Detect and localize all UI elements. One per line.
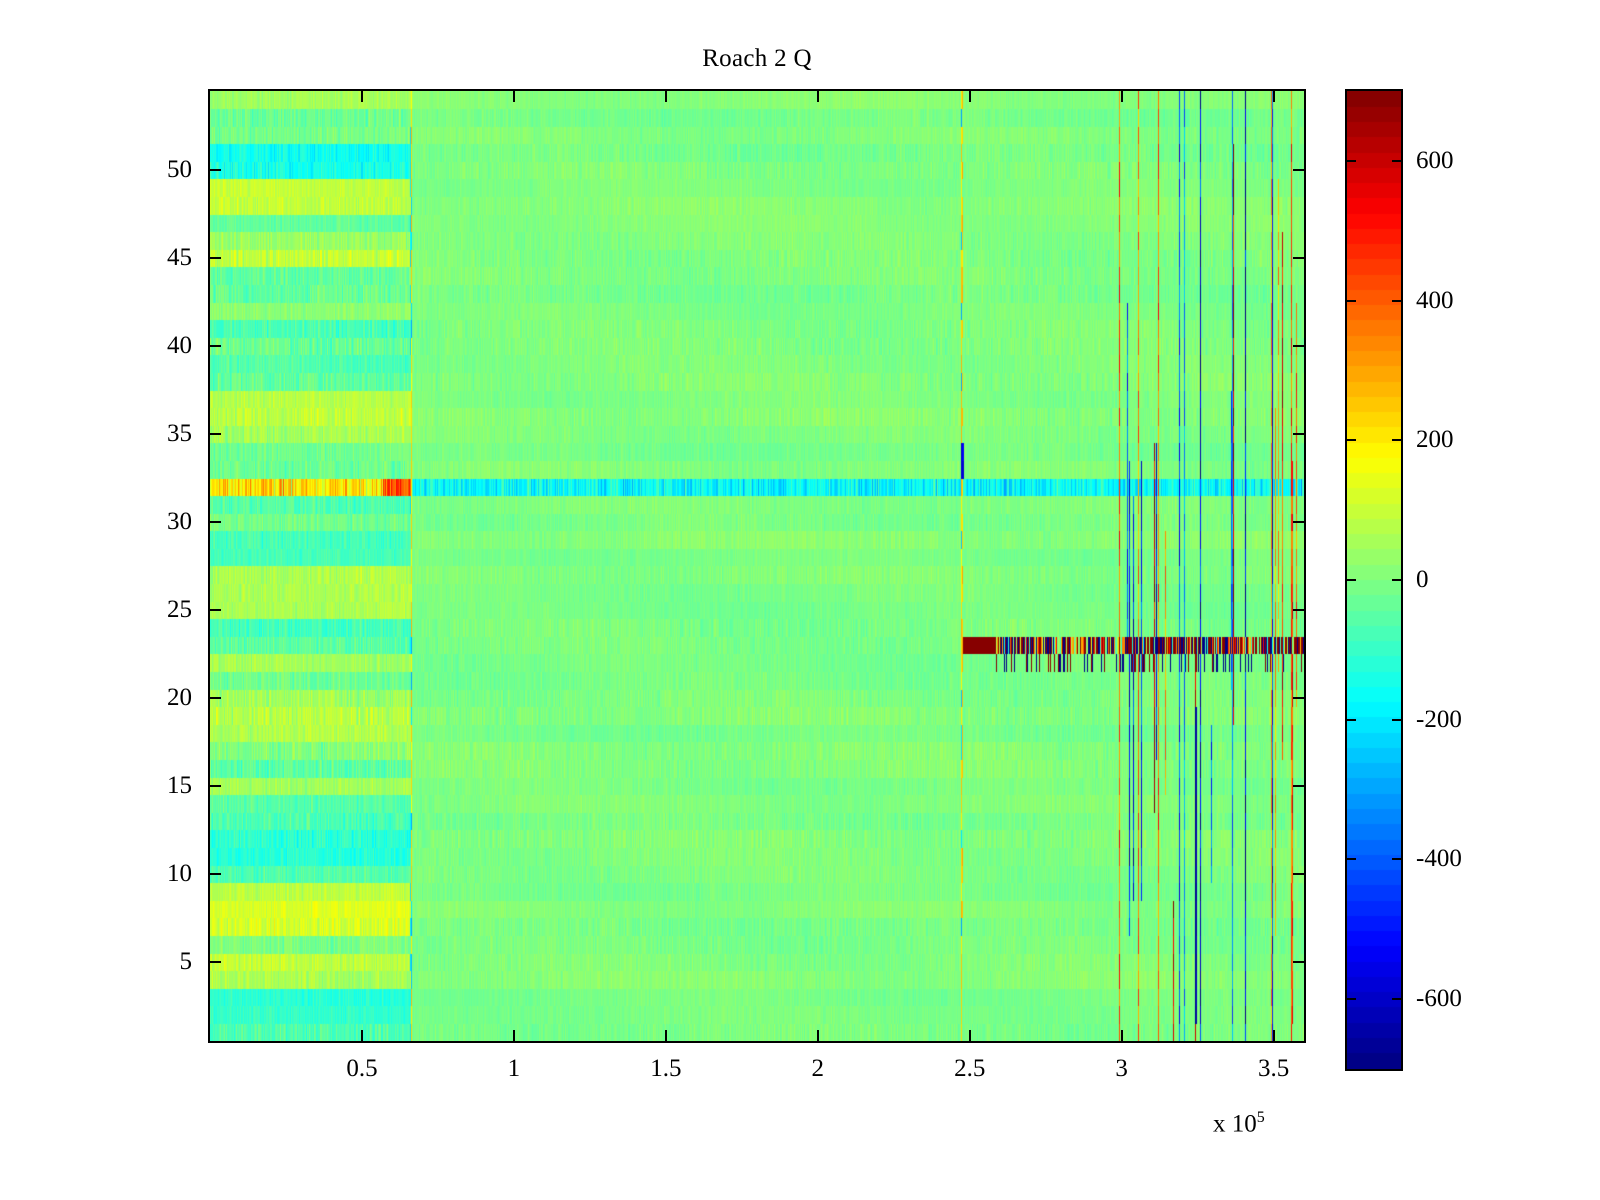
x-axis-tick bbox=[512, 1030, 515, 1041]
heatmap-axes[interactable] bbox=[208, 89, 1306, 1043]
x-axis-tick-label: 2 bbox=[811, 1055, 825, 1082]
x-axis-tick-label: 3 bbox=[1115, 1055, 1128, 1082]
y-axis-tick bbox=[210, 872, 221, 875]
y-axis-tick-right bbox=[1293, 696, 1304, 699]
y-axis-tick bbox=[210, 257, 221, 260]
colorbar-tick bbox=[1392, 299, 1401, 302]
y-axis-tick-right bbox=[1293, 521, 1304, 524]
colorbar-tick-label: 0 bbox=[1416, 566, 1429, 593]
x-axis-tick-label: 2.5 bbox=[954, 1055, 986, 1082]
y-axis-tick-label: 35 bbox=[167, 420, 192, 448]
y-axis-tick bbox=[210, 608, 221, 611]
y-axis-tick bbox=[210, 521, 221, 524]
y-axis-tick-right bbox=[1293, 608, 1304, 611]
y-axis-tick-right bbox=[1293, 872, 1304, 875]
y-axis-tick bbox=[210, 696, 221, 699]
y-axis-tick-label: 45 bbox=[167, 244, 192, 272]
colorbar-tick bbox=[1347, 998, 1356, 1001]
x-axis-tick-top bbox=[1120, 91, 1123, 102]
x-axis-tick bbox=[816, 1030, 819, 1041]
x-axis-tick-top bbox=[1272, 91, 1275, 102]
colorbar-tick-label: -600 bbox=[1416, 985, 1462, 1013]
y-axis-tick-label: 50 bbox=[167, 156, 192, 184]
y-axis-tick bbox=[210, 784, 221, 787]
colorbar-tick bbox=[1392, 159, 1401, 162]
colorbar-tick bbox=[1392, 998, 1401, 1001]
y-axis-tick-label: 25 bbox=[167, 595, 192, 623]
y-axis-tick-right bbox=[1293, 169, 1304, 172]
y-axis-tick bbox=[210, 345, 221, 348]
x-axis-tick bbox=[1272, 1030, 1275, 1041]
colorbar-tick bbox=[1392, 858, 1401, 861]
y-axis-tick bbox=[210, 433, 221, 436]
x-axis-tick-label: 1 bbox=[507, 1055, 521, 1082]
y-axis-tick-right bbox=[1293, 784, 1304, 787]
x-axis-tick-top bbox=[816, 91, 819, 102]
y-axis-tick bbox=[210, 960, 221, 963]
x-axis-tick bbox=[664, 1030, 667, 1041]
colorbar-tick-label: -200 bbox=[1416, 705, 1462, 733]
colorbar-tick-label: 600 bbox=[1416, 146, 1454, 174]
colorbar-tick-label: 400 bbox=[1416, 286, 1454, 314]
y-axis-tick-label: 30 bbox=[167, 508, 192, 536]
x-axis-tick bbox=[968, 1030, 971, 1041]
x-axis-tick bbox=[1120, 1030, 1123, 1041]
colorbar-tick bbox=[1347, 579, 1356, 581]
y-axis-tick-right bbox=[1293, 257, 1304, 260]
y-axis-tick bbox=[210, 169, 221, 172]
y-axis-tick-label: 20 bbox=[167, 683, 192, 711]
colorbar-tick-label: 200 bbox=[1416, 426, 1454, 454]
x-axis-tick bbox=[360, 1030, 363, 1041]
colorbar-tick bbox=[1347, 299, 1356, 302]
colorbar-tick bbox=[1347, 439, 1356, 442]
y-axis-tick-label: 5 bbox=[179, 947, 193, 975]
x-axis-tick-top bbox=[664, 91, 667, 102]
x-axis-tick-label: 0.5 bbox=[346, 1055, 378, 1082]
colorbar-tick bbox=[1392, 718, 1401, 721]
x-axis-tick-top bbox=[512, 91, 515, 102]
x-axis-tick-label: 1.5 bbox=[650, 1055, 682, 1082]
x-axis-tick-label: 3.5 bbox=[1257, 1055, 1290, 1082]
colorbar-tick-label: -400 bbox=[1416, 845, 1462, 873]
colorbar-tick bbox=[1347, 718, 1356, 721]
heatmap-image bbox=[210, 91, 1304, 1041]
page-title: Roach 2 Q bbox=[702, 45, 812, 72]
x-axis-tick-top bbox=[968, 91, 971, 102]
x-axis-tick-top bbox=[360, 91, 363, 102]
x-axis-exponent: x 105 bbox=[1213, 1109, 1265, 1138]
y-axis-tick-right bbox=[1293, 960, 1304, 963]
y-axis-tick-right bbox=[1293, 345, 1304, 348]
y-axis-tick-label: 40 bbox=[167, 332, 192, 360]
y-axis-tick-right bbox=[1293, 433, 1304, 436]
colorbar[interactable] bbox=[1345, 89, 1403, 1071]
colorbar-tick bbox=[1392, 439, 1401, 442]
y-axis-tick-label: 10 bbox=[167, 859, 192, 887]
colorbar-tick bbox=[1347, 858, 1356, 861]
y-axis-tick-label: 15 bbox=[167, 771, 192, 799]
colorbar-tick bbox=[1347, 159, 1356, 162]
colorbar-tick bbox=[1392, 579, 1401, 581]
x-axis-exponent-power: 5 bbox=[1256, 1109, 1265, 1126]
